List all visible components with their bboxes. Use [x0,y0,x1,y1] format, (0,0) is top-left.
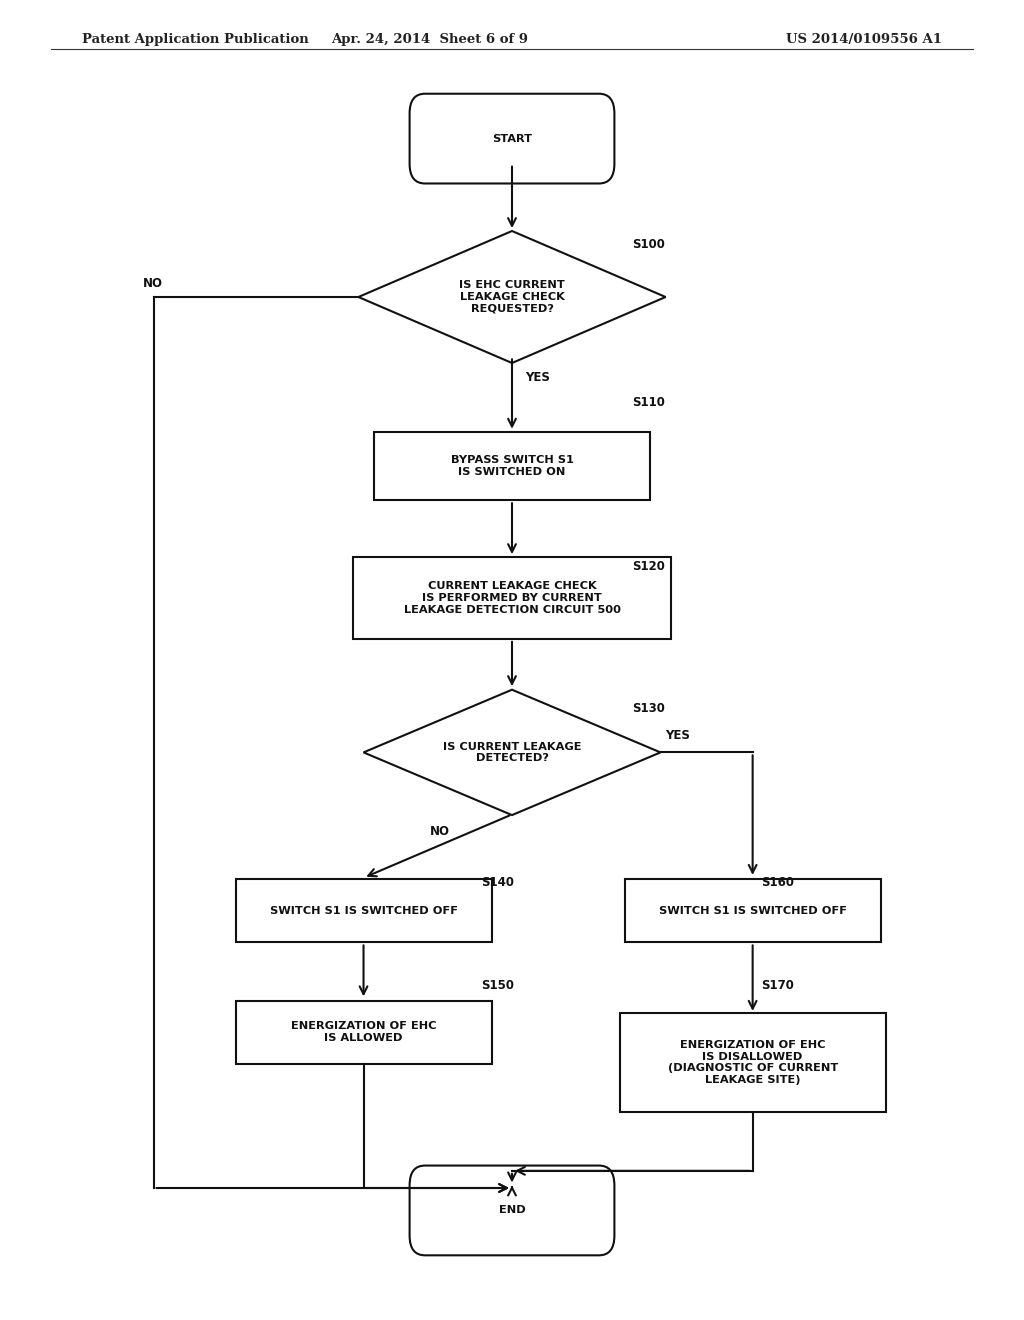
Text: START: START [492,133,532,144]
Text: US 2014/0109556 A1: US 2014/0109556 A1 [786,33,942,46]
FancyBboxPatch shape [374,432,650,500]
Text: SWITCH S1 IS SWITCHED OFF: SWITCH S1 IS SWITCHED OFF [658,906,847,916]
Text: IS EHC CURRENT
LEAKAGE CHECK
REQUESTED?: IS EHC CURRENT LEAKAGE CHECK REQUESTED? [459,280,565,314]
FancyBboxPatch shape [236,879,492,942]
Polygon shape [364,689,660,814]
FancyBboxPatch shape [410,1166,614,1255]
Text: CURRENT LEAKAGE CHECK
IS PERFORMED BY CURRENT
LEAKAGE DETECTION CIRCUIT 500: CURRENT LEAKAGE CHECK IS PERFORMED BY CU… [403,581,621,615]
Text: ENERGIZATION OF EHC
IS ALLOWED: ENERGIZATION OF EHC IS ALLOWED [291,1022,436,1043]
FancyBboxPatch shape [625,879,881,942]
Text: S120: S120 [632,560,665,573]
Text: S170: S170 [761,979,794,993]
Text: NO: NO [143,277,164,290]
Text: S150: S150 [481,979,514,993]
Text: S130: S130 [632,702,665,715]
Text: SWITCH S1 IS SWITCHED OFF: SWITCH S1 IS SWITCHED OFF [269,906,458,916]
Text: ENERGIZATION OF EHC
IS DISALLOWED
(DIAGNOSTIC OF CURRENT
LEAKAGE SITE): ENERGIZATION OF EHC IS DISALLOWED (DIAGN… [668,1040,838,1085]
Text: END: END [499,1205,525,1216]
FancyBboxPatch shape [353,557,671,639]
Text: S100: S100 [632,238,665,251]
Text: S140: S140 [481,876,514,890]
Text: S110: S110 [632,396,665,409]
Text: Patent Application Publication: Patent Application Publication [82,33,308,46]
Text: BYPASS SWITCH S1
IS SWITCHED ON: BYPASS SWITCH S1 IS SWITCHED ON [451,455,573,477]
FancyBboxPatch shape [236,1001,492,1064]
Text: YES: YES [666,729,690,742]
Text: NO: NO [430,825,451,838]
Polygon shape [358,231,666,363]
Text: S160: S160 [761,876,794,890]
FancyBboxPatch shape [410,94,614,183]
Text: IS CURRENT LEAKAGE
DETECTED?: IS CURRENT LEAKAGE DETECTED? [442,742,582,763]
FancyBboxPatch shape [620,1014,886,1111]
Text: Apr. 24, 2014  Sheet 6 of 9: Apr. 24, 2014 Sheet 6 of 9 [332,33,528,46]
Text: FIG. 7: FIG. 7 [461,99,563,129]
Text: YES: YES [525,371,550,384]
